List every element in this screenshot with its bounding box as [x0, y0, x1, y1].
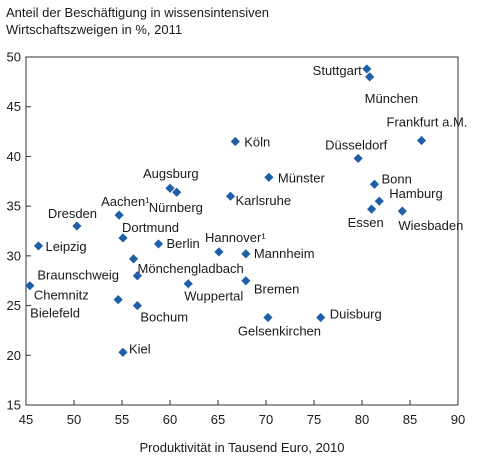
- point-label: Aachen¹: [101, 194, 150, 209]
- data-point: [362, 64, 372, 74]
- point-label: Köln: [244, 135, 270, 150]
- point-label: Chemnitz: [34, 288, 89, 303]
- point-label: Bonn: [381, 171, 411, 186]
- data-point: [397, 206, 407, 216]
- point-label: Karlsruhe: [235, 193, 291, 208]
- point-label: Augsburg: [143, 166, 199, 181]
- data-point: [153, 239, 164, 249]
- data-point: [183, 279, 193, 289]
- point-label: Essen: [348, 215, 384, 230]
- point-label: Düsseldorf: [325, 137, 388, 152]
- x-axis-title: Produktivität in Tausend Euro, 2010: [139, 440, 344, 455]
- data-point: [225, 191, 236, 201]
- axes: 45 50 55 60 65 70 75 80 85 90 15 20 25 30 35 40 45 50: [7, 50, 466, 428]
- point-label: Berlin: [166, 236, 199, 251]
- data-point: [365, 72, 375, 82]
- y-tick-label: 15: [7, 398, 21, 413]
- data-point: [263, 312, 273, 323]
- data-point: [33, 241, 44, 251]
- y-axis-title-line-2: Wirtschaftszweigen in %, 2011: [6, 22, 183, 37]
- data-point: [367, 204, 377, 214]
- point-label: Bielefeld: [30, 306, 80, 321]
- x-tick-label: 60: [163, 412, 177, 427]
- data-point: [132, 271, 142, 281]
- y-tick-label: 25: [7, 298, 21, 313]
- point-label: Wiesbaden: [398, 218, 463, 233]
- point-label: Münster: [278, 170, 326, 185]
- point-label: Hannover¹: [205, 230, 266, 245]
- y-tick-label: 35: [7, 199, 21, 214]
- x-tick-label: 75: [307, 412, 321, 427]
- point-label: Hamburg: [389, 186, 442, 201]
- x-tick-label: 90: [451, 412, 465, 427]
- point-label: Dresden: [48, 206, 97, 221]
- point-label: Leipzig: [45, 239, 86, 254]
- point-label: Mönchengladbach: [138, 261, 244, 276]
- point-label: Duisburg: [330, 307, 382, 322]
- point-label: Mannheim: [254, 246, 315, 261]
- data-point: [230, 136, 240, 147]
- point-label: Gelsenkirchen: [238, 324, 321, 339]
- point-label: Dortmund: [122, 220, 179, 235]
- point-label: München: [365, 91, 418, 106]
- data-point: [353, 153, 363, 164]
- y-tick-label: 20: [7, 348, 21, 363]
- x-tick-label: 55: [115, 412, 129, 427]
- point-label: Kiel: [129, 341, 151, 356]
- data-point: [118, 347, 128, 357]
- data-point: [25, 281, 35, 291]
- data-point: [416, 135, 427, 146]
- y-tick-label: 30: [7, 248, 21, 263]
- point-label: Bremen: [254, 282, 300, 297]
- data-point: [132, 300, 142, 311]
- data-point: [369, 179, 380, 189]
- data-point: [72, 221, 82, 231]
- point-label: Braunschweig: [37, 268, 119, 283]
- point-label: Frankfurt a.M.: [387, 115, 468, 130]
- x-tick-label: 50: [67, 412, 81, 427]
- data-point: [113, 295, 123, 305]
- data-point: [128, 254, 139, 264]
- point-label: Nürnberg: [149, 200, 203, 215]
- x-tick-label: 85: [403, 412, 417, 427]
- y-tick-label: 45: [7, 99, 21, 114]
- y-tick-label: 40: [7, 149, 21, 164]
- x-tick-label: 45: [19, 412, 33, 427]
- data-point: [374, 196, 384, 206]
- data-point: [172, 187, 182, 197]
- plot-frame: [25, 56, 459, 406]
- data-point: [316, 312, 326, 323]
- data-point: [264, 172, 274, 182]
- y-axis-title-line-1: Anteil der Beschäftigung in wissensinten…: [6, 5, 270, 20]
- point-label: Stuttgart: [313, 63, 363, 78]
- y-axis-title: Anteil der Beschäftigung in wissensinten…: [6, 4, 269, 38]
- data-points: [25, 64, 427, 357]
- data-point: [165, 183, 175, 193]
- x-tick-label: 65: [211, 412, 225, 427]
- x-tick-label: 80: [355, 412, 369, 427]
- point-label: Bochum: [140, 310, 188, 325]
- data-point: [241, 249, 251, 259]
- data-point: [118, 233, 128, 243]
- point-label: Wuppertal: [184, 289, 243, 304]
- y-tick-label: 50: [7, 50, 21, 65]
- data-point: [214, 247, 224, 257]
- data-point: [114, 210, 124, 220]
- x-tick-label: 70: [259, 412, 273, 427]
- data-point: [241, 276, 251, 286]
